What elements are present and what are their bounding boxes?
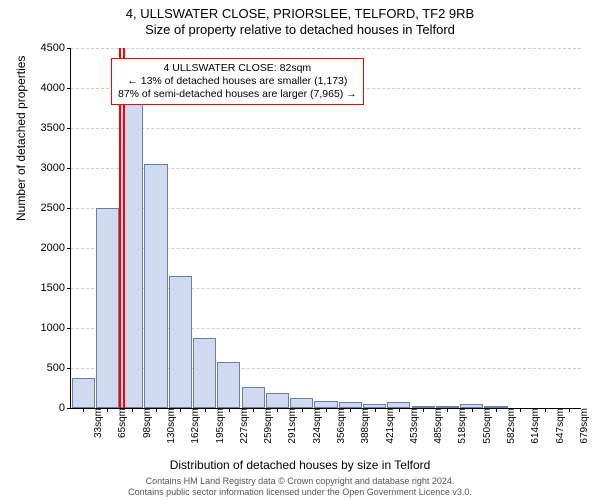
xtick-label: 33sqm bbox=[87, 408, 104, 438]
histogram-bar bbox=[484, 406, 507, 408]
xtick-mark bbox=[180, 408, 181, 412]
xtick-mark bbox=[496, 408, 497, 412]
ytick-label: 1500 bbox=[41, 282, 71, 294]
xtick-label: 518sqm bbox=[451, 408, 468, 444]
xtick-label: 162sqm bbox=[184, 408, 201, 444]
ytick-label: 4000 bbox=[41, 82, 71, 94]
ytick-label: 2000 bbox=[41, 242, 71, 254]
footer-attribution: Contains HM Land Registry data © Crown c… bbox=[0, 476, 600, 498]
ytick-label: 4500 bbox=[41, 42, 71, 54]
annotation-line-2: ← 13% of detached houses are smaller (1,… bbox=[118, 75, 357, 88]
histogram-bar bbox=[363, 404, 386, 408]
xtick-label: 324sqm bbox=[306, 408, 323, 444]
xtick-mark bbox=[132, 408, 133, 412]
xtick-label: 227sqm bbox=[233, 408, 250, 444]
histogram-bar bbox=[436, 406, 459, 408]
xtick-label: 453sqm bbox=[403, 408, 420, 444]
xtick-label: 130sqm bbox=[160, 408, 177, 444]
ytick-label: 1000 bbox=[41, 322, 71, 334]
xtick-mark bbox=[229, 408, 230, 412]
xtick-mark bbox=[545, 408, 546, 412]
histogram-bar bbox=[96, 208, 119, 408]
xtick-label: 679sqm bbox=[573, 408, 590, 444]
title-line-1: 4, ULLSWATER CLOSE, PRIORSLEE, TELFORD, … bbox=[0, 6, 600, 22]
xtick-mark bbox=[472, 408, 473, 412]
xtick-label: 356sqm bbox=[330, 408, 347, 444]
xtick-label: 485sqm bbox=[427, 408, 444, 444]
xtick-mark bbox=[447, 408, 448, 412]
annotation-box: 4 ULLSWATER CLOSE: 82sqm ← 13% of detach… bbox=[111, 58, 364, 105]
gridline bbox=[71, 48, 581, 49]
xtick-mark bbox=[156, 408, 157, 412]
xtick-label: 647sqm bbox=[549, 408, 566, 444]
xtick-label: 291sqm bbox=[281, 408, 298, 444]
footer-line-2: Contains public sector information licen… bbox=[0, 487, 600, 498]
ytick-label: 3000 bbox=[41, 162, 71, 174]
annotation-line-3: 87% of semi-detached houses are larger (… bbox=[118, 88, 357, 101]
x-axis-label: Distribution of detached houses by size … bbox=[0, 458, 600, 472]
chart-title-block: 4, ULLSWATER CLOSE, PRIORSLEE, TELFORD, … bbox=[0, 0, 600, 39]
xtick-mark bbox=[326, 408, 327, 412]
xtick-mark bbox=[107, 408, 108, 412]
histogram-bar bbox=[72, 378, 95, 408]
chart-area: 4 ULLSWATER CLOSE: 82sqm ← 13% of detach… bbox=[70, 48, 580, 408]
plot-region: 4 ULLSWATER CLOSE: 82sqm ← 13% of detach… bbox=[70, 48, 581, 409]
ytick-label: 3500 bbox=[41, 122, 71, 134]
xtick-mark bbox=[205, 408, 206, 412]
xtick-mark bbox=[350, 408, 351, 412]
xtick-label: 259sqm bbox=[257, 408, 274, 444]
xtick-mark bbox=[399, 408, 400, 412]
xtick-mark bbox=[569, 408, 570, 412]
annotation-line-1: 4 ULLSWATER CLOSE: 82sqm bbox=[118, 62, 357, 75]
xtick-mark bbox=[520, 408, 521, 412]
histogram-bar bbox=[314, 401, 337, 408]
histogram-bar bbox=[266, 393, 289, 408]
histogram-bar bbox=[290, 398, 313, 408]
xtick-mark bbox=[375, 408, 376, 412]
histogram-bar bbox=[242, 387, 265, 408]
xtick-mark bbox=[423, 408, 424, 412]
xtick-label: 65sqm bbox=[111, 408, 128, 438]
xtick-label: 582sqm bbox=[500, 408, 517, 444]
footer-line-1: Contains HM Land Registry data © Crown c… bbox=[0, 476, 600, 487]
ytick-label: 2500 bbox=[41, 202, 71, 214]
xtick-label: 550sqm bbox=[476, 408, 493, 444]
xtick-mark bbox=[253, 408, 254, 412]
xtick-mark bbox=[83, 408, 84, 412]
histogram-bar bbox=[460, 404, 483, 408]
title-line-2: Size of property relative to detached ho… bbox=[0, 22, 600, 38]
histogram-bar bbox=[412, 406, 435, 408]
histogram-bar bbox=[387, 402, 410, 408]
gridline bbox=[71, 128, 581, 129]
xtick-mark bbox=[302, 408, 303, 412]
xtick-label: 614sqm bbox=[524, 408, 541, 444]
xtick-label: 98sqm bbox=[136, 408, 153, 438]
histogram-bar bbox=[339, 402, 362, 408]
histogram-bar bbox=[144, 164, 167, 408]
xtick-label: 195sqm bbox=[209, 408, 226, 444]
y-axis-label: Number of detached properties bbox=[14, 56, 28, 221]
ytick-label: 0 bbox=[59, 402, 71, 414]
histogram-bar bbox=[193, 338, 216, 408]
ytick-label: 500 bbox=[47, 362, 71, 374]
histogram-bar bbox=[217, 362, 240, 408]
xtick-label: 421sqm bbox=[379, 408, 396, 444]
xtick-label: 388sqm bbox=[354, 408, 371, 444]
histogram-bar bbox=[169, 276, 192, 408]
xtick-mark bbox=[277, 408, 278, 412]
